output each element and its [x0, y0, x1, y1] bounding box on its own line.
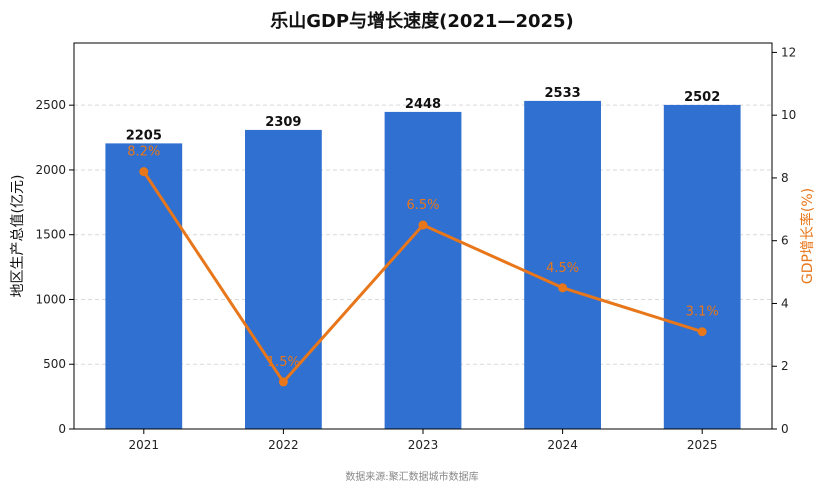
- right-y-tick-label: 2: [781, 359, 789, 373]
- right-y-axis-ticks: 0 2 4 6 8 10 12: [772, 45, 796, 436]
- growth-point-2022: [278, 377, 288, 387]
- growth-point-2021: [139, 167, 149, 177]
- growth-point-2025: [697, 327, 707, 337]
- growth-point-2023: [418, 220, 428, 230]
- bars: [105, 100, 741, 430]
- left-y-tick-label: 2000: [35, 163, 66, 177]
- right-y-tick-label: 4: [781, 296, 789, 310]
- bar-2024: [524, 100, 601, 430]
- chart-title: 乐山GDP与增长速度(2021—2025): [270, 10, 574, 32]
- growth-points: [139, 167, 707, 387]
- left-y-tick-label: 500: [43, 357, 66, 371]
- bar-label-2021: 2205: [126, 128, 162, 143]
- growth-point-2024: [558, 283, 568, 293]
- bar-label-2023: 2448: [405, 97, 441, 112]
- left-y-axis-label: 地区生产总值(亿元): [10, 175, 26, 298]
- right-y-tick-label: 6: [781, 234, 789, 248]
- left-y-tick-label: 2500: [35, 98, 66, 112]
- growth-label-2025: 3.1%: [686, 305, 719, 320]
- bar-label-2024: 2533: [545, 86, 581, 101]
- bar-value-labels: 2205 2309 2448 2533 2502: [126, 86, 721, 143]
- x-tick-label: 2021: [129, 438, 160, 452]
- right-y-tick-label: 0: [781, 422, 789, 436]
- growth-label-2021: 8.2%: [127, 145, 160, 160]
- growth-label-2024: 4.5%: [546, 261, 579, 276]
- bar-label-2025: 2502: [684, 90, 720, 105]
- data-source-note: 数据来源:聚汇数据城市数据库: [345, 470, 478, 483]
- right-y-tick-label: 10: [781, 108, 796, 122]
- bar-label-2022: 2309: [265, 115, 301, 130]
- bar-2021: [105, 143, 183, 429]
- grid-lines: [74, 104, 772, 365]
- x-tick-label: 2023: [408, 438, 439, 452]
- left-y-tick-label: 1500: [35, 228, 66, 242]
- x-tick-label: 2024: [547, 438, 578, 452]
- right-y-axis-label: GDP增长率(%): [799, 188, 816, 284]
- x-tick-label: 2022: [268, 438, 299, 452]
- x-tick-label: 2025: [687, 438, 718, 452]
- left-y-axis-ticks: 0 500 1000 1500 2000 2500: [35, 98, 74, 436]
- bar-2025: [663, 104, 741, 429]
- growth-value-labels: 8.2% 1.5% 6.5% 4.5% 3.1%: [127, 145, 718, 370]
- left-y-tick-label: 1000: [35, 292, 66, 306]
- growth-label-2022: 1.5%: [267, 355, 300, 370]
- right-y-tick-label: 8: [781, 171, 789, 185]
- bar-2023: [384, 111, 462, 429]
- growth-label-2023: 6.5%: [406, 198, 439, 213]
- left-y-tick-label: 0: [58, 422, 66, 436]
- right-y-tick-label: 12: [781, 45, 796, 59]
- x-axis-ticks: 2021 2022 2023 2024 2025: [129, 429, 718, 452]
